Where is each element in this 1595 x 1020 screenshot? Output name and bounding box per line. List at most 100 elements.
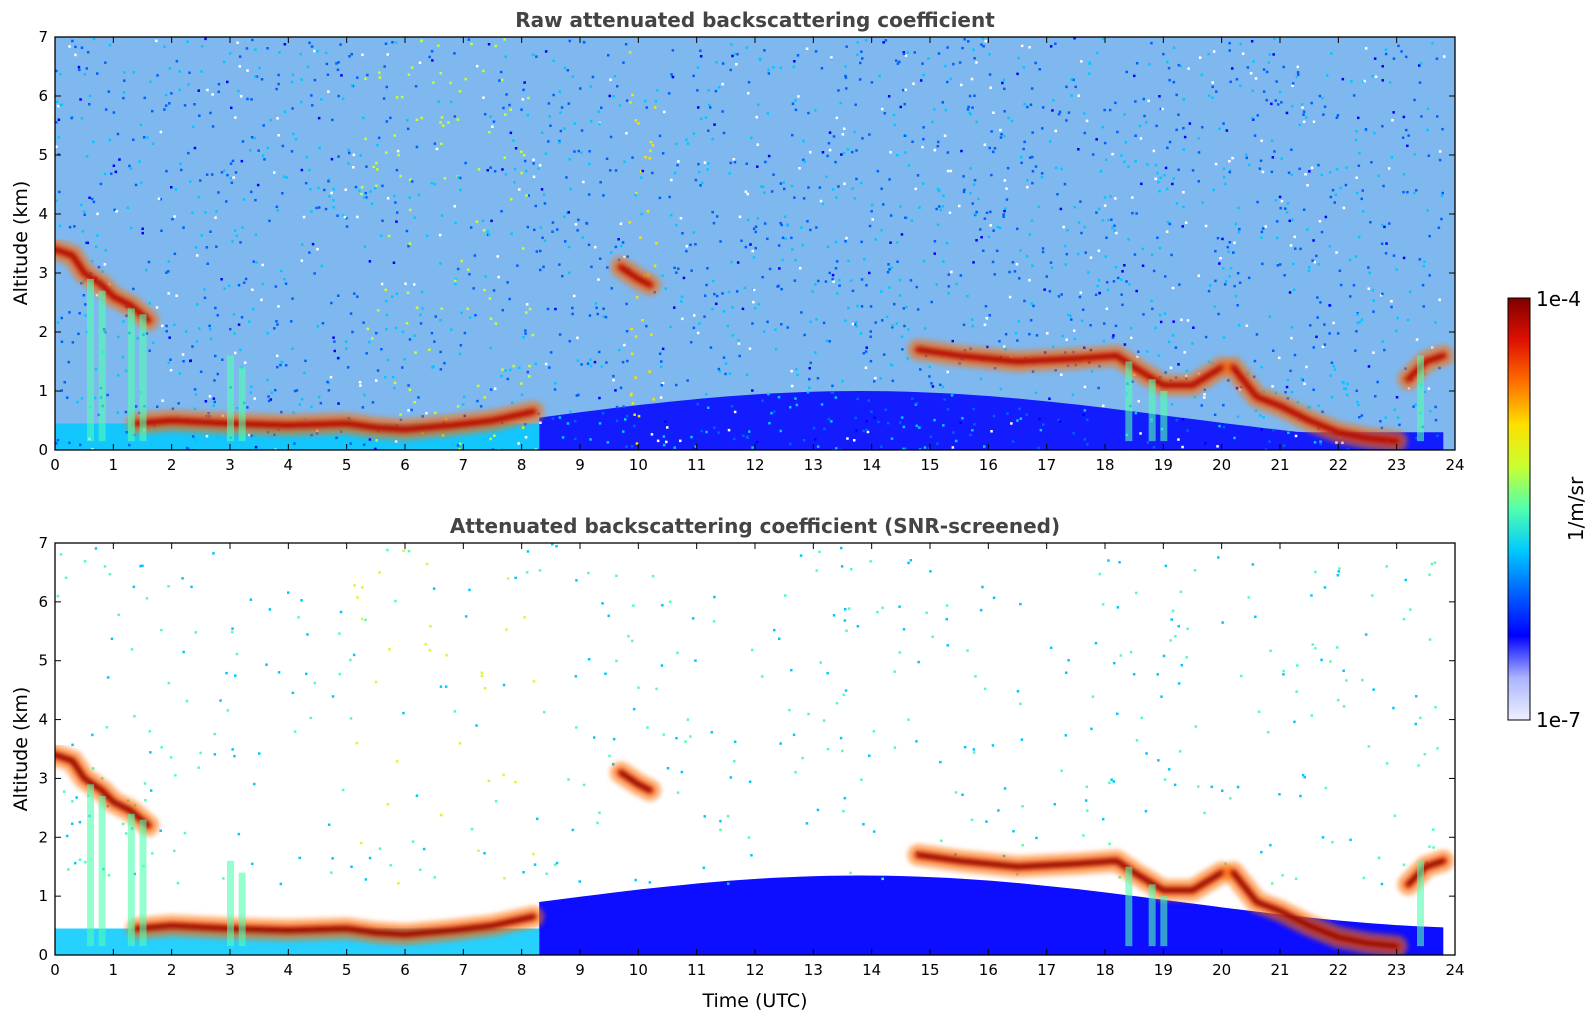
noise-pixel: [258, 752, 261, 755]
noise-pixel: [146, 136, 149, 139]
noise-pixel: [807, 712, 810, 716]
noise-pixel: [116, 132, 120, 136]
noise-pixel: [831, 273, 835, 277]
noise-pixel: [1045, 275, 1048, 278]
noise-pixel: [488, 233, 491, 236]
noise-pixel: [68, 225, 72, 229]
noise-pixel: [853, 439, 856, 442]
noise-pixel: [420, 39, 423, 42]
noise-pixel: [213, 400, 216, 404]
noise-pixel: [918, 206, 921, 209]
noise-pixel: [66, 396, 69, 399]
noise-pixel: [1057, 419, 1060, 422]
noise-pixel: [1177, 168, 1180, 171]
noise-pixel: [872, 830, 876, 833]
noise-pixel: [1269, 843, 1272, 847]
noise-pixel: [1118, 876, 1122, 879]
noise-pixel: [542, 710, 546, 714]
noise-pixel: [1135, 289, 1138, 293]
noise-pixel: [763, 191, 766, 194]
noise-pixel: [1006, 412, 1009, 415]
noise-pixel: [1374, 75, 1378, 78]
noise-pixel: [661, 152, 665, 155]
noise-pixel: [843, 796, 847, 800]
noise-pixel: [587, 571, 590, 575]
noise-pixel: [206, 262, 209, 265]
noise-pixel: [660, 664, 664, 667]
noise-pixel: [835, 116, 839, 120]
noise-pixel: [751, 648, 754, 652]
noise-pixel: [1296, 65, 1299, 69]
noise-pixel: [1182, 98, 1185, 101]
noise-pixel: [200, 234, 203, 237]
noise-pixel: [811, 290, 814, 293]
noise-pixel: [1070, 318, 1073, 321]
noise-pixel: [999, 136, 1003, 139]
noise-pixel: [175, 59, 179, 63]
noise-pixel: [1384, 48, 1388, 51]
noise-pixel: [1123, 264, 1126, 267]
noise-pixel: [859, 332, 863, 335]
noise-pixel: [631, 445, 634, 448]
noise-pixel: [780, 223, 783, 227]
noise-pixel: [745, 162, 748, 165]
noise-pixel: [742, 434, 745, 437]
noise-pixel: [220, 171, 224, 174]
noise-pixel: [865, 346, 868, 349]
noise-pixel: [1360, 414, 1364, 417]
noise-pixel: [610, 287, 613, 290]
noise-pixel: [1387, 167, 1391, 170]
noise-pixel: [1097, 386, 1100, 390]
noise-pixel: [1108, 781, 1111, 785]
noise-pixel: [1214, 279, 1217, 283]
noise-pixel: [566, 211, 569, 215]
noise-pixel: [1379, 420, 1382, 423]
noise-pixel: [865, 428, 868, 431]
noise-pixel: [274, 285, 278, 288]
noise-pixel: [432, 365, 435, 368]
noise-pixel: [664, 420, 667, 423]
noise-pixel: [1385, 565, 1388, 568]
noise-pixel: [74, 53, 77, 57]
noise-pixel: [467, 38, 471, 41]
noise-pixel: [629, 393, 633, 397]
noise-pixel: [1217, 556, 1220, 559]
noise-pixel: [712, 221, 716, 225]
noise-pixel: [1307, 406, 1310, 409]
noise-pixel: [1303, 776, 1306, 779]
noise-pixel: [703, 294, 707, 297]
noise-pixel: [1023, 299, 1026, 303]
noise-pixel: [532, 162, 535, 165]
noise-pixel: [308, 41, 311, 45]
noise-pixel: [377, 136, 381, 140]
noise-pixel: [1355, 176, 1358, 179]
noise-pixel: [1178, 750, 1182, 753]
noise-pixel: [1140, 182, 1143, 186]
noise-pixel: [1383, 225, 1386, 229]
noise-pixel: [221, 358, 224, 361]
noise-pixel: [977, 197, 980, 201]
noise-pixel: [217, 82, 221, 86]
noise-pixel: [1257, 710, 1261, 713]
noise-pixel: [408, 388, 412, 392]
layer-peak-4: [1231, 871, 1399, 948]
noise-pixel: [696, 331, 700, 335]
noise-pixel: [459, 344, 463, 347]
noise-pixel: [1060, 373, 1063, 376]
noise-pixel: [1357, 403, 1360, 407]
noise-pixel: [571, 312, 574, 316]
noise-pixel: [730, 260, 733, 264]
noise-pixel: [291, 347, 294, 350]
noise-pixel: [70, 116, 73, 120]
noise-pixel: [349, 312, 353, 315]
noise-pixel: [721, 82, 724, 86]
noise-pixel: [886, 421, 890, 425]
noise-pixel: [1295, 690, 1298, 693]
noise-pixel: [809, 228, 812, 232]
y-tick-label: 6: [38, 593, 48, 611]
noise-pixel: [1225, 129, 1229, 132]
noise-pixel: [540, 131, 544, 134]
noise-pixel: [327, 180, 330, 183]
noise-pixel: [1358, 235, 1361, 239]
noise-pixel: [869, 359, 873, 363]
